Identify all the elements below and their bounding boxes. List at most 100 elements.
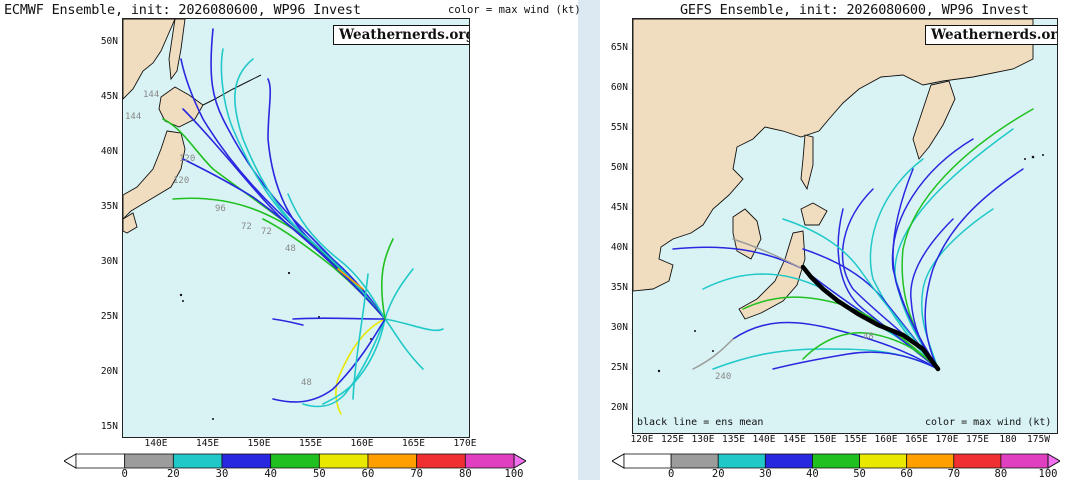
ensemble-track — [782, 218, 939, 370]
lon-label: 120E — [630, 434, 654, 445]
ensemble-track — [335, 318, 386, 415]
lon-label: 160E — [350, 438, 374, 449]
lon-label: 130E — [691, 434, 715, 445]
lon-label: 150E — [813, 434, 837, 445]
lon-label: 135E — [722, 434, 745, 445]
colorbar-left-arrow — [611, 453, 625, 469]
land-sakhalin — [800, 134, 814, 191]
ensemble-track — [272, 318, 386, 403]
ecmwf-ensemble-tracks — [162, 28, 444, 415]
ensemble-track — [924, 168, 1024, 370]
colorbar-bin — [270, 453, 320, 469]
colorbar-bin — [764, 453, 813, 469]
colorbar-tick-label: 0 — [667, 468, 675, 480]
land-hokkaido — [800, 202, 828, 226]
ecmwf-brand-label: Weathernerds.org — [333, 25, 469, 45]
ensemble-track — [337, 268, 364, 290]
gefs-color-note: color = max wind (kt) — [925, 417, 1052, 428]
ensemble-track — [262, 218, 386, 320]
lat-label: 40N — [610, 242, 628, 253]
island — [212, 418, 214, 420]
colorbar-bin — [75, 453, 126, 469]
land-kamchatka — [912, 80, 956, 160]
colorbar-tick-label: 30 — [759, 468, 772, 480]
ensemble-track — [220, 48, 386, 320]
lat-label: 35N — [100, 201, 118, 212]
island — [287, 271, 291, 275]
ensemble-track — [182, 108, 386, 320]
ecmwf-track-map[interactable]: 144 144 120 120 96 72 72 48 48 Weatherne… — [122, 18, 470, 438]
ensemble-track — [287, 193, 386, 320]
ensemble-track — [352, 273, 369, 400]
lat-label: 20N — [100, 366, 118, 377]
lat-label: 30N — [100, 256, 118, 267]
hour-label: 144 — [143, 90, 159, 100]
colorbar-bin — [124, 453, 174, 469]
gefs-colorbar — [611, 452, 1061, 474]
colorbar-bin — [670, 453, 719, 469]
lon-label: 165E — [905, 434, 928, 445]
ensemble-track — [384, 318, 424, 370]
colorbar-left-arrow — [63, 453, 77, 469]
colorbar-bin — [221, 453, 272, 469]
land-asia — [633, 19, 1034, 292]
ecmwf-color-note: color = max wind (kt) — [448, 4, 581, 16]
colorbar-bin — [812, 453, 860, 469]
ensemble-track — [234, 58, 386, 320]
lat-label: 15N — [100, 421, 118, 432]
island — [182, 300, 184, 302]
hour-label: 72 — [261, 227, 272, 237]
lat-label: 45N — [610, 202, 628, 213]
colorbar-tick-label: 100 — [504, 468, 524, 480]
land-hokkaido — [158, 86, 204, 128]
ensemble-track — [384, 318, 444, 332]
colorbar-tick-label: 0 — [121, 468, 128, 480]
islands — [657, 154, 1044, 373]
land-sakhalin — [168, 19, 186, 81]
hour-label: 48 — [285, 244, 296, 254]
colorbar-tick-label: 50 — [313, 468, 326, 480]
lat-label: 65N — [610, 42, 628, 53]
land-masses — [123, 19, 262, 234]
hour-label: 240 — [715, 372, 731, 382]
lon-label: 180 — [999, 434, 1017, 445]
ensemble-track — [732, 321, 939, 370]
lat-label: 50N — [100, 36, 118, 47]
ensemble-track — [210, 28, 386, 320]
colorbar-bin — [859, 453, 908, 469]
colorbar-bin — [623, 453, 672, 469]
colorbar-tick-label: 100 — [1038, 468, 1058, 480]
ensemble-track — [802, 332, 939, 370]
hour-label: 120 — [179, 154, 195, 164]
land-korea — [732, 208, 762, 260]
ensemble-track — [182, 158, 386, 320]
track-hour-labels: 144 144 120 120 96 72 72 48 48 — [125, 90, 312, 388]
land-asia — [123, 19, 176, 100]
lat-label: 60N — [610, 82, 628, 93]
lat-label: 20N — [610, 402, 628, 413]
ensemble-track — [292, 317, 386, 320]
lat-label: 25N — [610, 362, 628, 373]
ecmwf-panel: ECMWF Ensemble, init: 2026080600, WP96 I… — [0, 0, 581, 480]
gefs-track-map[interactable]: 240 48 Weathernerds.org black line = ens… — [632, 18, 1058, 434]
island — [1031, 155, 1035, 159]
ensemble-track — [841, 188, 939, 370]
ensemble-mean-track — [800, 264, 941, 372]
colorbar-bin — [367, 453, 418, 469]
lon-label: 165E — [402, 438, 425, 449]
hour-label: 96 — [215, 204, 226, 214]
ensemble-track — [272, 318, 304, 326]
colorbar-bin — [318, 453, 369, 469]
colorbar-tick-label: 50 — [853, 468, 866, 480]
hour-label: 72 — [241, 222, 252, 232]
colorbar-right-arrow — [1047, 453, 1061, 469]
lon-label: 170E — [453, 438, 477, 449]
ensemble-track — [384, 268, 414, 320]
ensemble-track — [920, 208, 994, 370]
ensemble-track — [873, 189, 893, 289]
colorbar-tick-label: 80 — [459, 468, 472, 480]
island — [179, 293, 183, 297]
gefs-mean-note: black line = ens mean — [637, 417, 764, 428]
lon-label: 155E — [844, 434, 867, 445]
colorbar-tick-label: 60 — [900, 468, 913, 480]
